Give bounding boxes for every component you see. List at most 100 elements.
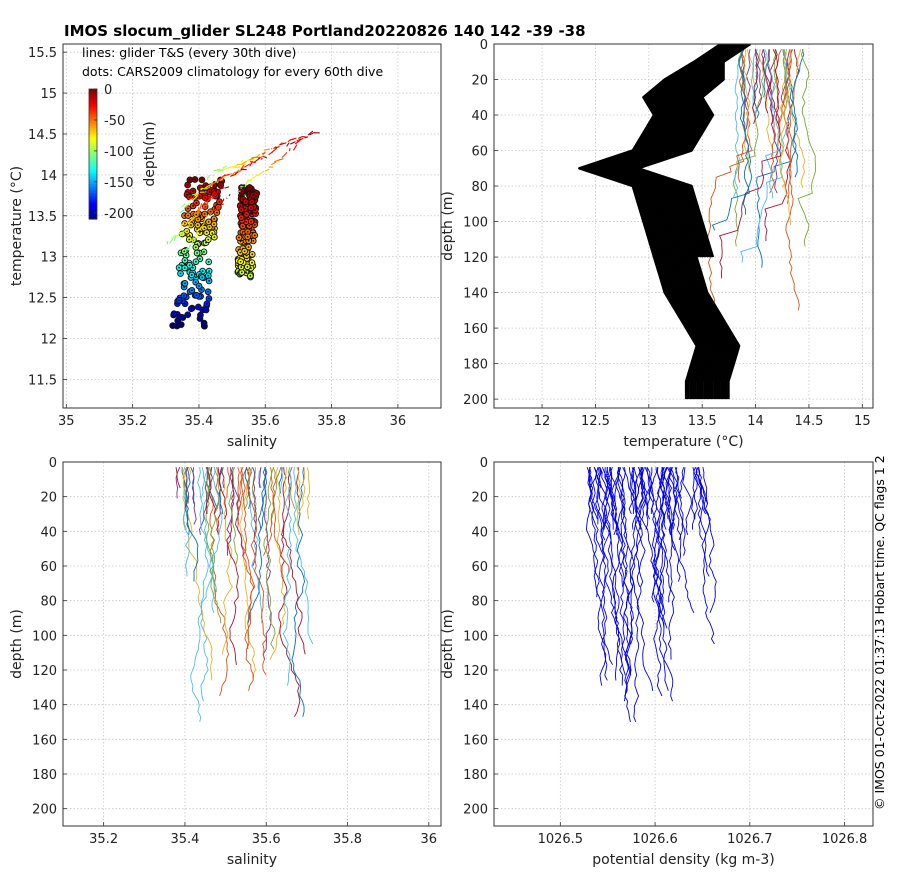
glider-salinity-profile — [282, 467, 293, 686]
glider-track-segment — [253, 157, 261, 163]
tick-label-x: 36 — [421, 832, 438, 847]
glider-track-segment — [199, 203, 203, 210]
glider-track-segment — [189, 215, 195, 222]
colorbar-segment — [89, 141, 97, 144]
glider-density-profile — [697, 467, 708, 504]
climatology-temperature-profile — [615, 44, 741, 400]
colorbar-segment — [89, 195, 97, 198]
climatology-dot-core — [251, 253, 254, 256]
climatology-dot-core — [209, 210, 212, 213]
colorbar-segment — [89, 175, 97, 179]
glider-temperature-profile — [770, 49, 777, 109]
climatology-dot-core — [194, 246, 197, 249]
climatology-temperature-profile — [613, 44, 740, 400]
glider-salinity-profile — [181, 467, 199, 582]
colorbar: 0 -50 -100 -150 -200 depth(m) — [88, 83, 158, 222]
glider-track-segment — [228, 194, 231, 197]
dz-data — [585, 466, 717, 723]
tick-label-y: 100 — [463, 629, 488, 644]
climatology-dot-core — [253, 223, 256, 226]
glider-density-profile — [702, 467, 717, 613]
colorbar-segment — [89, 95, 97, 99]
glider-density-profile — [651, 467, 664, 603]
x-axis-label: salinity — [227, 434, 277, 450]
glider-salinity-profile — [206, 467, 212, 515]
climatology-temperature-profile — [603, 44, 735, 400]
climatology-dot-core — [220, 180, 223, 183]
climatology-dot-core — [191, 266, 194, 269]
colorbar-segment — [89, 106, 97, 110]
glider-salinity-profile — [244, 467, 251, 509]
climatology-dot-core — [250, 220, 252, 223]
glider-track-segment — [270, 147, 273, 150]
climatology-temperature-profile — [594, 44, 730, 400]
colorbar-tick-label: -200 — [104, 207, 134, 222]
colorbar-segment — [89, 216, 97, 220]
glider-density-profile — [682, 467, 692, 535]
glider-track-segment — [176, 231, 182, 237]
climatology-dot-core — [184, 282, 186, 285]
glider-track-segment — [184, 247, 189, 252]
colorbar-segment — [89, 193, 97, 196]
tick-label-y: 0 — [480, 456, 488, 471]
tick-label-x: 35.6 — [251, 414, 280, 429]
climatology-temperature-profile — [582, 44, 724, 400]
glider-density-profile — [670, 467, 686, 556]
glider-temperature-profile — [779, 49, 792, 226]
colorbar-segment — [89, 132, 97, 136]
climatology-dot-core — [246, 265, 249, 268]
climatology-dot-core — [201, 270, 204, 273]
glider-salinity-profile — [200, 467, 209, 702]
climatology-dot-core — [203, 213, 206, 215]
x-axis-label: potential density (kg m-3) — [592, 852, 774, 868]
glider-track-segment — [206, 199, 209, 207]
tick-label-y: 140 — [32, 699, 57, 714]
glider-track-segment — [279, 142, 287, 146]
glider-salinity-profile — [184, 467, 189, 509]
glider-track-segment — [222, 198, 225, 202]
glider-density-profile — [669, 467, 695, 614]
climatology-dot-core — [180, 323, 183, 326]
climatology-dot-core — [245, 213, 248, 216]
glider-track-segment — [193, 211, 197, 215]
climatology-dot-core — [239, 260, 242, 263]
glider-track-segment — [218, 187, 221, 192]
colorbar-frame — [88, 88, 98, 220]
glider-salinity-profile — [206, 467, 212, 515]
climatology-dot-core — [199, 314, 202, 317]
climatology-dot-core — [200, 288, 203, 291]
glider-temperature-profile — [711, 49, 753, 231]
glider-density-profile — [633, 467, 646, 723]
glider-track-segment — [184, 219, 190, 226]
tick-label-x: 35.4 — [170, 832, 199, 847]
climatology-dot-core — [187, 207, 189, 210]
climatology-dot-core — [205, 231, 208, 234]
glider-density-profile — [604, 467, 623, 624]
glider-salinity-profile — [251, 467, 258, 530]
glider-density-profile — [670, 467, 685, 582]
glider-track-segment — [206, 174, 211, 179]
glider-density-profile — [617, 467, 633, 645]
tick-label-y: 120 — [32, 664, 57, 679]
tick-label-y: 13.5 — [28, 210, 57, 225]
climatology-dot-core — [213, 217, 215, 220]
colorbar-segment — [89, 164, 97, 168]
tick-label-y: 20 — [40, 491, 57, 506]
colorbar-segment — [89, 182, 97, 185]
tick-label-y: 40 — [40, 525, 57, 540]
glider-salinity-profile — [257, 467, 268, 530]
glider-track-segment — [232, 165, 237, 169]
colorbar-tick-label: -150 — [104, 176, 134, 191]
tick-label-x: 35.6 — [252, 832, 281, 847]
glider-track-segment — [298, 136, 303, 140]
plot-area — [63, 462, 441, 826]
climatology-temperature-profile — [617, 44, 742, 400]
colorbar-segment — [89, 89, 97, 92]
colorbar-segment — [89, 91, 97, 94]
glider-track-segment — [179, 209, 185, 214]
glider-salinity-profile — [240, 467, 256, 650]
glider-temperature-profile — [732, 49, 767, 247]
glider-salinity-profile — [252, 467, 257, 567]
tick-label-x: 35.8 — [333, 832, 362, 847]
tick-label-x: 35.2 — [118, 414, 147, 429]
